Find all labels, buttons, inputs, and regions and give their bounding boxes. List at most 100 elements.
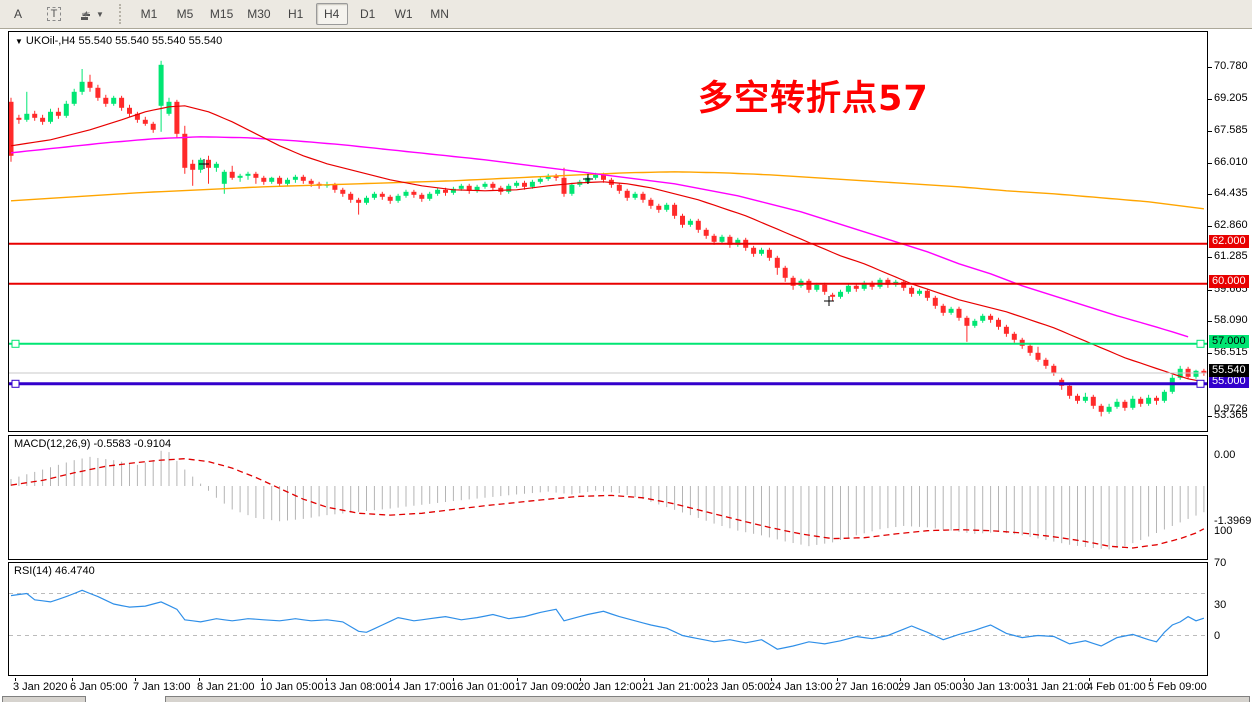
time-tick-label: 31 Jan 21:00 <box>1026 681 1090 693</box>
axis-tick <box>1208 98 1212 100</box>
time-tick <box>262 678 263 681</box>
time-tick-label: 5 Feb 09:00 <box>1148 681 1207 693</box>
line-handle[interactable] <box>11 379 20 388</box>
time-tick <box>72 678 73 681</box>
rsi-chart[interactable] <box>9 563 1207 675</box>
macd-label: MACD(12,26,9) -0.5583 -0.9104 <box>14 438 172 450</box>
time-tick-label: 29 Jan 05:00 <box>898 681 962 693</box>
timeframe-group: M1 M5 M15 M30 H1 H4 D1 W1 MN <box>131 3 458 25</box>
text-select-icon: T <box>46 7 62 21</box>
time-tick <box>1028 678 1029 681</box>
toolbar: A T ▼ M1 M5 M15 M30 H1 H4 D1 W1 MN <box>0 0 1252 29</box>
timeframe-button-mn[interactable]: MN <box>430 7 449 21</box>
axis-tick <box>1208 415 1212 417</box>
time-tick-label: 20 Jan 12:00 <box>578 681 642 693</box>
symbol-dropdown-icon[interactable]: ▼ <box>15 37 23 46</box>
time-tick-label: 30 Jan 13:00 <box>962 681 1026 693</box>
time-tick <box>771 678 772 681</box>
timeframe-button-d1[interactable]: D1 <box>359 7 376 21</box>
timeframe-button-m15[interactable]: M15 <box>209 7 234 21</box>
time-tick-label: 10 Jan 05:00 <box>260 681 324 693</box>
price-line-badge: 60.000 <box>1209 274 1249 288</box>
time-tick <box>517 678 518 681</box>
time-tick <box>15 678 16 681</box>
time-tick <box>199 678 200 681</box>
price-tick-label: 56.515 <box>1214 345 1248 358</box>
window-tab-stub[interactable] <box>2 696 86 702</box>
current-price-badge: 55.540 <box>1209 364 1249 377</box>
indicator-tick-label: 70 <box>1214 556 1227 569</box>
axis-tick <box>1208 67 1212 69</box>
time-tick-label: 14 Jan 17:00 <box>388 681 452 693</box>
time-tick-label: 7 Jan 13:00 <box>133 681 191 693</box>
timeframe-button-m5[interactable]: M5 <box>176 7 194 21</box>
time-tick <box>1089 678 1090 681</box>
timeframe-button-h1[interactable]: H1 <box>287 7 304 21</box>
time-tick-label: 3 Jan 2020 <box>13 681 68 693</box>
annotate-letter-button[interactable]: A <box>13 7 22 21</box>
chevron-down-icon: ▼ <box>96 9 104 19</box>
window-tab-bar-stub[interactable] <box>165 696 1250 702</box>
time-tick <box>390 678 391 681</box>
time-tick <box>135 678 136 681</box>
price-tick-label: 69.205 <box>1214 91 1248 104</box>
time-tick <box>644 678 645 681</box>
price-line-badge: 62.000 <box>1209 234 1249 248</box>
time-tick <box>900 678 901 681</box>
text-select-button[interactable]: T <box>38 3 70 25</box>
axis-tick <box>1208 131 1212 133</box>
price-chart-pane[interactable]: ▼ UKOil-,H4 55.540 55.540 55.540 55.540 多… <box>8 31 1208 432</box>
time-tick <box>708 678 709 681</box>
price-tick-label: 67.585 <box>1214 124 1248 137</box>
time-tick-label: 8 Jan 21:00 <box>197 681 255 693</box>
macd-chart[interactable] <box>9 436 1207 559</box>
time-tick-label: 6 Jan 05:00 <box>70 681 128 693</box>
price-tick-label: 64.435 <box>1214 187 1248 200</box>
time-tick <box>964 678 965 681</box>
indicator-tick-label: 0.9726 <box>1214 403 1248 416</box>
candlestick-chart[interactable] <box>9 32 1207 431</box>
time-axis[interactable]: 3 Jan 2020 6 Jan 05:00 7 Jan 13:00 8 Jan 21… <box>8 678 1208 695</box>
toolbar-drag-handle[interactable] <box>118 4 127 24</box>
timeframe-button-m30[interactable]: M30 <box>247 7 271 21</box>
price-tick-label: 53.365 <box>1214 408 1248 421</box>
indicator-tick-label: 0 <box>1214 630 1221 642</box>
axis-tick <box>1208 194 1212 196</box>
time-tick <box>580 678 581 681</box>
time-tick-label: 13 Jan 08:00 <box>324 681 388 693</box>
price-tick-label: 61.285 <box>1214 250 1248 263</box>
time-tick-label: 4 Feb 01:00 <box>1087 681 1146 693</box>
line-handle[interactable] <box>1196 379 1205 388</box>
rsi-pane[interactable]: RSI(14) 46.4740 <box>8 562 1208 676</box>
indicator-tick-label: 100 <box>1214 525 1233 537</box>
price-tick-label: 70.780 <box>1214 60 1248 73</box>
line-handle[interactable] <box>1196 339 1205 348</box>
axis-tick <box>1208 162 1212 164</box>
indicator-tick-label: 0.00 <box>1214 449 1236 461</box>
time-tick-label: 23 Jan 05:00 <box>706 681 770 693</box>
axis-tick <box>1208 321 1212 322</box>
timeframe-button-h4[interactable]: H4 <box>315 3 348 25</box>
axis-tick <box>1208 225 1212 227</box>
price-line-badge: 57.000 <box>1209 334 1249 348</box>
macd-pane[interactable]: MACD(12,26,9) -0.5583 -0.9104 <box>8 435 1208 560</box>
price-line-badge: 55.000 <box>1209 374 1249 388</box>
arrows-icon <box>81 11 90 20</box>
time-tick-label: 17 Jan 09:00 <box>515 681 579 693</box>
price-axis[interactable]: 70.780 69.205 67.585 66.010 64.435 62.860 61.2… <box>1208 31 1252 691</box>
time-tick <box>1150 678 1151 681</box>
timeframe-button-m1[interactable]: M1 <box>140 7 158 21</box>
time-tick-label: 21 Jan 21:00 <box>642 681 706 693</box>
axis-tick <box>1208 352 1212 354</box>
timeframe-button-w1[interactable]: W1 <box>394 7 413 21</box>
arrows-tool-button[interactable]: ▼ <box>74 3 109 25</box>
time-tick-label: 16 Jan 01:00 <box>451 681 515 693</box>
time-tick <box>453 678 454 681</box>
time-tick-label: 27 Jan 16:00 <box>835 681 899 693</box>
chart-annotation-text: 多空转折点57 <box>698 79 929 119</box>
axis-tick <box>1208 257 1212 259</box>
indicator-tick-label: 30 <box>1214 598 1227 611</box>
line-handle[interactable] <box>11 339 20 348</box>
indicator-tick-label: -1.3969 <box>1214 514 1252 527</box>
